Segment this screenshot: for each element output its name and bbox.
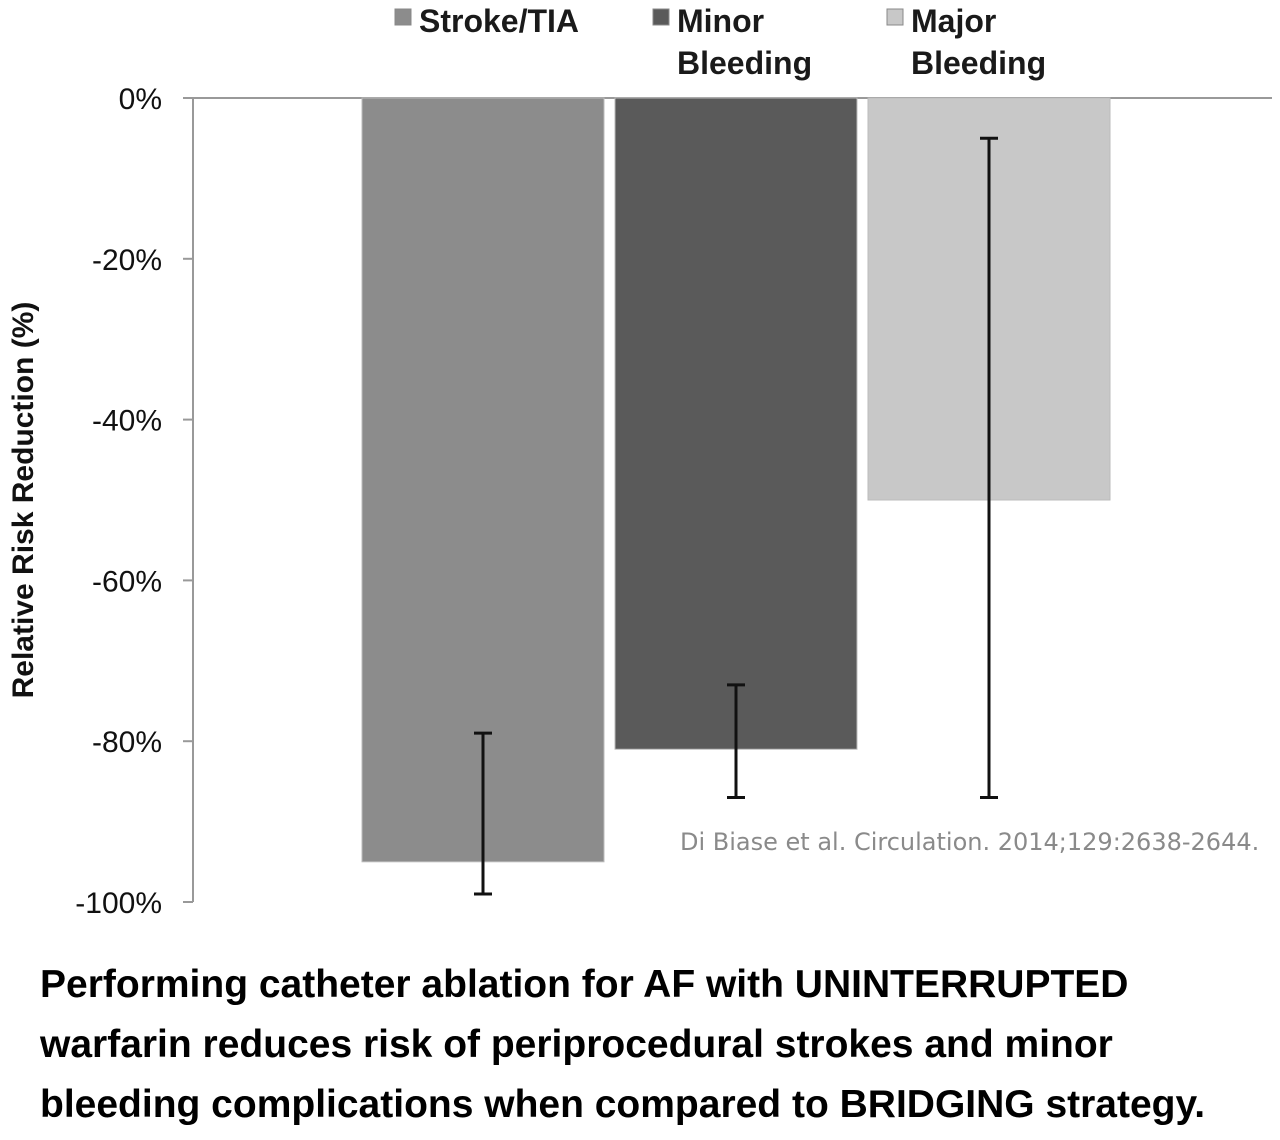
legend-label: Major <box>911 3 996 39</box>
legend-item: Stroke/TIA <box>394 3 579 39</box>
y-ticks: 0% -20% -40% -60% -80% -100% <box>75 83 193 920</box>
y-tick-label: -80% <box>92 726 162 759</box>
legend-label: Stroke/TIA <box>419 3 579 39</box>
legend-swatch <box>886 8 904 26</box>
bar-chart: Stroke/TIA Minor Bleeding Major Bleeding 0% -… <box>7 3 1272 920</box>
y-tick-label: -100% <box>75 887 162 920</box>
bar-minor-bleeding <box>614 97 858 750</box>
legend-label: Bleeding <box>911 45 1046 81</box>
caption-text: Performing catheter ablation for AF with… <box>40 963 1206 1126</box>
y-tick-label: -20% <box>92 244 162 277</box>
legend-label: Minor <box>677 3 764 39</box>
error-bars <box>474 136 998 896</box>
y-tick-label: 0% <box>119 83 162 116</box>
legend-label: Bleeding <box>677 45 812 81</box>
legend-swatch <box>394 8 412 26</box>
legend: Stroke/TIA Minor Bleeding Major Bleeding <box>394 3 1046 81</box>
y-tick-label: -60% <box>92 565 162 598</box>
y-axis-title: Relative Risk Reduction (%) <box>7 302 40 699</box>
legend-swatch <box>652 8 670 26</box>
y-tick-label: -40% <box>92 405 162 438</box>
legend-item: Minor Bleeding <box>652 3 812 81</box>
citation-text: Di Biase et al. Circulation. 2014;129:26… <box>680 828 1259 856</box>
legend-item: Major Bleeding <box>886 3 1046 81</box>
